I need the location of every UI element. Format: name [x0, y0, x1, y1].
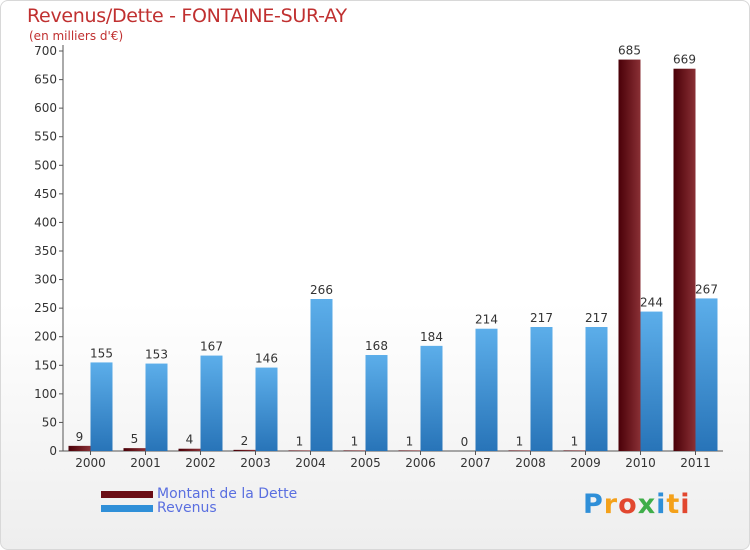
data-label-dette: 4	[186, 433, 194, 447]
data-label-revenus: 244	[640, 296, 663, 310]
y-tick-label: 50	[42, 415, 57, 429]
data-label-dette: 1	[516, 434, 524, 448]
legend-item-revenus: Revenus	[101, 501, 297, 515]
data-label-dette: 0	[461, 435, 469, 449]
bar-dette	[178, 448, 201, 451]
x-tick-label: 2010	[625, 456, 656, 470]
bar-dette	[68, 445, 91, 451]
logo-letter: i	[680, 489, 691, 520]
bar-revenus	[420, 345, 443, 451]
bar-dette	[288, 450, 311, 451]
logo-letter: t	[666, 489, 681, 520]
data-label-dette: 5	[131, 432, 139, 446]
bar-dette	[123, 448, 146, 451]
y-tick-label: 500	[34, 158, 57, 172]
bar-revenus	[695, 298, 718, 451]
data-label-revenus: 217	[585, 311, 608, 325]
legend-item-dette: Montant de la Dette	[101, 487, 297, 501]
bar-dette	[343, 450, 366, 451]
chart-subtitle: (en milliers d'€)	[29, 29, 124, 43]
chart-legend: Montant de la Dette Revenus	[101, 487, 297, 515]
chart-title: Revenus/Dette - FONTAINE-SUR-AY	[27, 5, 347, 27]
y-tick-label: 350	[34, 244, 57, 258]
data-label-revenus: 155	[90, 346, 113, 360]
x-tick-label: 2003	[240, 456, 271, 470]
data-label-dette: 1	[351, 434, 359, 448]
y-tick-label: 700	[34, 44, 57, 58]
bar-revenus	[365, 355, 388, 451]
data-label-dette: 1	[296, 434, 304, 448]
data-label-revenus: 146	[255, 352, 278, 366]
bar-revenus	[310, 299, 333, 451]
legend-swatch-revenus	[101, 504, 153, 512]
y-tick-label: 200	[34, 330, 57, 344]
data-label-dette: 2	[241, 434, 249, 448]
logo-letter: r	[603, 489, 619, 520]
x-tick-label: 2011	[680, 456, 711, 470]
data-label-revenus: 184	[420, 330, 443, 344]
y-tick-label: 0	[49, 444, 57, 458]
bar-dette	[233, 449, 256, 451]
data-label-dette: 1	[406, 434, 414, 448]
bar-revenus	[530, 327, 553, 451]
bar-dette	[618, 59, 641, 451]
data-label-revenus: 153	[145, 348, 168, 362]
data-label-dette: 1	[571, 434, 579, 448]
bar-dette	[508, 450, 531, 451]
data-label-revenus: 217	[530, 311, 553, 325]
bar-revenus	[200, 355, 223, 451]
bar-revenus	[640, 311, 663, 451]
x-tick-label: 2007	[460, 456, 491, 470]
bar-dette	[563, 450, 586, 451]
data-label-revenus: 266	[310, 283, 333, 297]
x-tick-label: 2004	[295, 456, 326, 470]
bar-dette	[673, 68, 696, 451]
data-label-revenus: 214	[475, 313, 498, 327]
x-tick-label: 2002	[185, 456, 216, 470]
data-label-dette: 685	[618, 44, 641, 58]
x-tick-label: 2009	[570, 456, 601, 470]
logo-letter: o	[618, 489, 638, 520]
bar-revenus	[585, 327, 608, 451]
logo-letter: i	[656, 489, 667, 520]
y-tick-label: 100	[34, 387, 57, 401]
proxiti-logo: Proxiti	[583, 489, 691, 520]
data-label-revenus: 168	[365, 339, 388, 353]
data-label-dette: 9	[76, 430, 84, 444]
y-tick-label: 550	[34, 130, 57, 144]
data-label-dette: 669	[673, 53, 696, 67]
y-tick-label: 250	[34, 301, 57, 315]
y-tick-label: 400	[34, 215, 57, 229]
y-tick-label: 300	[34, 273, 57, 287]
logo-letter: P	[583, 489, 604, 520]
x-tick-label: 2000	[75, 456, 106, 470]
bar-revenus	[90, 362, 113, 451]
y-tick-label: 650	[34, 73, 57, 87]
data-label-revenus: 167	[200, 340, 223, 354]
y-tick-label: 150	[34, 358, 57, 372]
bar-dette	[398, 450, 421, 451]
logo-letter: x	[637, 489, 657, 520]
legend-label-revenus: Revenus	[157, 500, 217, 516]
y-tick-label: 450	[34, 187, 57, 201]
y-tick-label: 600	[34, 101, 57, 115]
x-tick-label: 2001	[130, 456, 161, 470]
legend-swatch-dette	[101, 490, 153, 498]
legend-label-dette: Montant de la Dette	[157, 486, 298, 502]
bar-revenus	[255, 367, 278, 451]
bar-revenus	[145, 363, 168, 451]
bar-revenus	[475, 328, 498, 451]
x-tick-label: 2008	[515, 456, 546, 470]
x-tick-label: 2006	[405, 456, 436, 470]
data-label-revenus: 267	[695, 282, 718, 296]
x-tick-label: 2005	[350, 456, 381, 470]
